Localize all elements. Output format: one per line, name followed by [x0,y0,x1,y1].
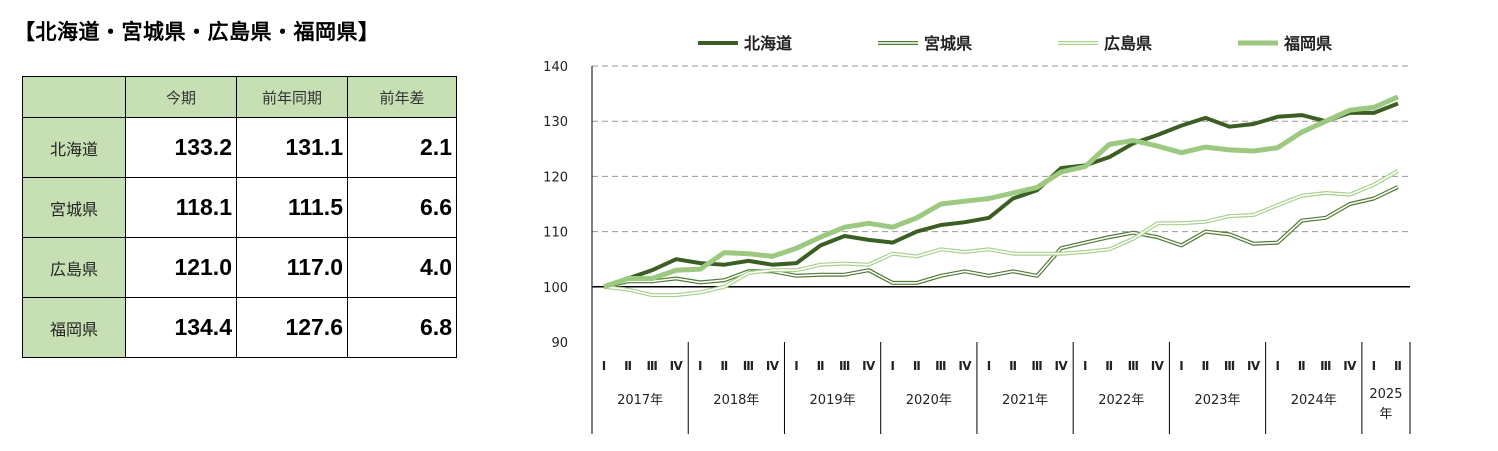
x-year-label: 2019年 [810,393,856,408]
x-quarter-label: Ⅳ [1055,359,1069,373]
x-quarter-label: Ⅲ [743,359,754,373]
row-label: 北海道 [22,117,126,178]
y-tick-label: 100 [543,281,568,296]
x-quarter-label: Ⅰ [1372,359,1376,373]
x-quarter-label: Ⅰ [1179,359,1183,373]
x-quarter-label: Ⅲ [646,359,657,373]
y-tick-label: 120 [543,170,568,185]
x-year-label: 2022年 [1098,393,1144,408]
x-quarter-label: Ⅱ [1202,359,1210,373]
x-year-label: 2024年 [1291,393,1337,408]
x-quarter-label: Ⅰ [1275,359,1279,373]
cell-previous: 117.0 [236,237,348,298]
cell-current: 121.0 [125,237,237,298]
row-label: 福岡県 [22,297,126,358]
y-tick-label: 130 [543,115,568,130]
table-row: 広島県 121.0 117.0 4.0 [22,237,457,298]
x-quarter-label: Ⅲ [1320,359,1331,373]
x-quarter-label: Ⅰ [1083,359,1087,373]
x-year-label: 2023年 [1194,393,1240,408]
x-quarter-label: Ⅲ [935,359,946,373]
x-quarter-label: Ⅰ [602,359,606,373]
cell-diff: 4.0 [347,237,457,298]
row-label: 宮城県 [22,177,126,238]
series-line-宮城県 [603,185,1399,289]
x-quarter-label: Ⅱ [1298,359,1306,373]
legend-label: 北海道 [744,34,792,53]
x-quarter-label: Ⅰ [987,359,991,373]
table-row: 宮城県 118.1 111.5 6.6 [22,177,457,238]
table-row: 北海道 133.2 131.1 2.1 [22,117,457,178]
series-line-inner-宮城県 [603,186,1399,288]
x-year-label: 2020年 [906,393,952,408]
stats-table: 今期 前年同期 前年差 北海道 133.2 131.1 2.1 宮城県 118.… [22,76,457,358]
page-title: 【北海道・宮城県・広島県・福岡県】 [14,20,380,44]
x-quarter-label: Ⅳ [1343,359,1357,373]
x-quarter-label: Ⅱ [1394,359,1402,373]
cell-current: 134.4 [125,297,237,358]
table-header-row: 今期 前年同期 前年差 [22,76,457,118]
y-tick-label: 140 [543,60,568,75]
x-quarter-label: Ⅱ [913,359,921,373]
table-row: 福岡県 134.4 127.6 6.8 [22,297,457,358]
x-quarter-label: Ⅳ [1151,359,1165,373]
series-line-福岡県 [603,94,1399,290]
series-line-inner-広島県 [603,170,1399,296]
x-quarter-label: Ⅱ [1105,359,1113,373]
x-quarter-label: Ⅲ [1128,359,1139,373]
x-quarter-label: Ⅲ [1031,359,1042,373]
cell-previous: 111.5 [236,177,348,238]
x-quarter-label: Ⅲ [839,359,850,373]
header-diff: 前年差 [347,76,457,118]
x-year-label: 2017年 [617,393,663,408]
cell-previous: 131.1 [236,117,348,178]
x-quarter-label: Ⅳ [1247,359,1261,373]
header-previous: 前年同期 [236,76,348,118]
legend-label: 宮城県 [924,34,972,53]
x-quarter-label: Ⅱ [1009,359,1017,373]
row-label: 広島県 [22,237,126,298]
series-line-北海道 [603,101,1399,289]
cell-diff: 6.8 [347,297,457,358]
x-quarter-label: Ⅱ [624,359,632,373]
x-quarter-label: Ⅳ [958,359,972,373]
legend-label: 広島県 [1104,34,1152,53]
cell-current: 118.1 [125,177,237,238]
x-quarter-label: Ⅰ [698,359,702,373]
x-quarter-label: Ⅳ [670,359,684,373]
x-year-label: 2018年 [713,393,759,408]
x-quarter-label: Ⅰ [794,359,798,373]
header-current: 今期 [125,76,237,118]
x-year-label: 2025 年 [1369,387,1402,422]
x-quarter-label: Ⅲ [1224,359,1235,373]
y-tick-label: 110 [543,226,568,241]
series-line-広島県 [603,169,1399,298]
x-quarter-label: Ⅱ [817,359,825,373]
x-quarter-label: Ⅰ [891,359,895,373]
cell-current: 133.2 [125,117,237,178]
x-quarter-label: Ⅱ [720,359,728,373]
legend-label: 福岡県 [1283,34,1332,53]
y-tick-label: 90 [551,336,568,351]
x-year-label: 2021年 [1002,393,1048,408]
x-quarter-label: Ⅳ [766,359,780,373]
cell-previous: 127.6 [236,297,348,358]
cell-diff: 6.6 [347,177,457,238]
cell-diff: 2.1 [347,117,457,178]
header-blank [22,76,126,118]
x-quarter-label: Ⅳ [862,359,876,373]
